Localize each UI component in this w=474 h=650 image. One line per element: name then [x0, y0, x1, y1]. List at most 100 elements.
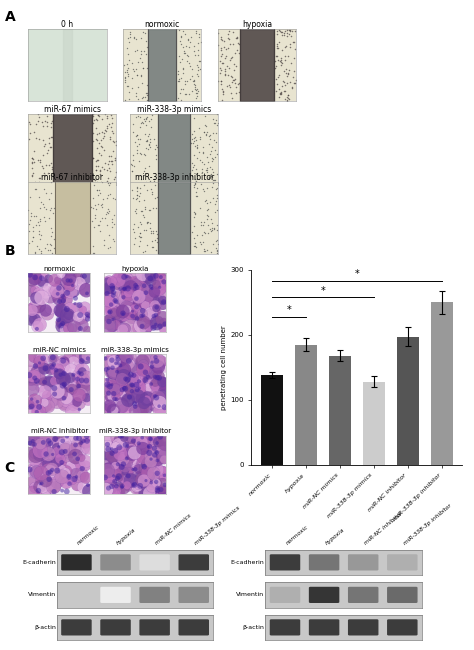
Point [110, 235, 118, 246]
Point [139, 268, 147, 279]
Point [130, 66, 138, 76]
Point [42, 179, 49, 189]
Title: miR-67 inhibitor: miR-67 inhibitor [41, 173, 103, 182]
Point [31, 248, 39, 258]
Point [189, 86, 196, 97]
Point [99, 179, 106, 189]
Point [145, 161, 153, 171]
Point [202, 121, 210, 131]
Point [119, 453, 127, 463]
Point [281, 42, 289, 52]
Point [148, 480, 155, 491]
Point [102, 356, 110, 367]
Point [235, 87, 243, 98]
Point [139, 309, 146, 319]
Point [53, 286, 61, 296]
Point [130, 161, 137, 172]
Point [160, 452, 167, 462]
Point [103, 285, 111, 295]
Point [104, 178, 112, 188]
Point [225, 63, 233, 73]
Point [65, 472, 73, 482]
Point [152, 378, 159, 388]
Point [26, 270, 34, 280]
Point [73, 441, 81, 452]
Point [193, 139, 201, 150]
Point [58, 443, 65, 453]
Point [188, 171, 195, 181]
Point [193, 142, 201, 152]
Point [41, 138, 49, 149]
Point [108, 156, 116, 166]
Point [229, 39, 237, 49]
Point [195, 147, 203, 157]
Point [123, 297, 130, 307]
Point [70, 401, 77, 411]
Point [121, 77, 129, 88]
Title: miR-338-3p inhibitor: miR-338-3p inhibitor [99, 428, 171, 434]
Point [121, 324, 129, 334]
Point [95, 128, 103, 138]
Point [29, 222, 36, 232]
Point [278, 89, 285, 99]
Point [129, 480, 137, 490]
Point [148, 361, 156, 372]
Point [126, 453, 134, 463]
Point [139, 306, 146, 316]
Point [210, 224, 218, 234]
Point [135, 463, 143, 474]
Point [137, 294, 145, 305]
Point [177, 94, 185, 105]
Point [140, 385, 147, 396]
Point [291, 36, 298, 47]
Point [145, 116, 153, 126]
Point [78, 312, 85, 322]
Point [151, 434, 159, 444]
Point [149, 474, 156, 484]
Point [36, 450, 44, 460]
Point [89, 136, 97, 146]
Point [232, 60, 240, 71]
Point [106, 151, 113, 161]
FancyBboxPatch shape [139, 587, 170, 603]
FancyBboxPatch shape [270, 619, 300, 636]
Point [38, 354, 46, 365]
Point [146, 134, 154, 144]
Point [112, 358, 119, 369]
Point [191, 141, 199, 151]
Point [109, 193, 117, 203]
Point [117, 486, 125, 497]
Point [129, 306, 137, 317]
Point [128, 159, 135, 169]
Point [91, 115, 98, 125]
Point [147, 281, 155, 292]
Point [104, 204, 111, 214]
Text: normoxic: normoxic [285, 525, 309, 546]
Point [123, 350, 130, 361]
Point [38, 273, 46, 283]
Point [139, 118, 146, 128]
Point [136, 310, 144, 320]
Point [112, 442, 119, 452]
Point [146, 295, 154, 306]
Point [80, 482, 88, 492]
Point [103, 306, 110, 316]
Point [136, 322, 143, 333]
Point [137, 206, 145, 216]
Bar [295, 344, 317, 465]
Point [161, 402, 168, 412]
Point [59, 296, 67, 306]
Point [78, 367, 86, 377]
Point [154, 191, 161, 202]
Point [151, 144, 158, 154]
Point [102, 398, 110, 409]
Point [122, 439, 129, 450]
Point [66, 372, 74, 383]
Point [150, 304, 158, 315]
Point [59, 356, 67, 366]
Point [133, 181, 141, 192]
Point [98, 114, 106, 124]
Point [108, 481, 116, 491]
Point [231, 73, 239, 84]
Point [284, 93, 292, 103]
